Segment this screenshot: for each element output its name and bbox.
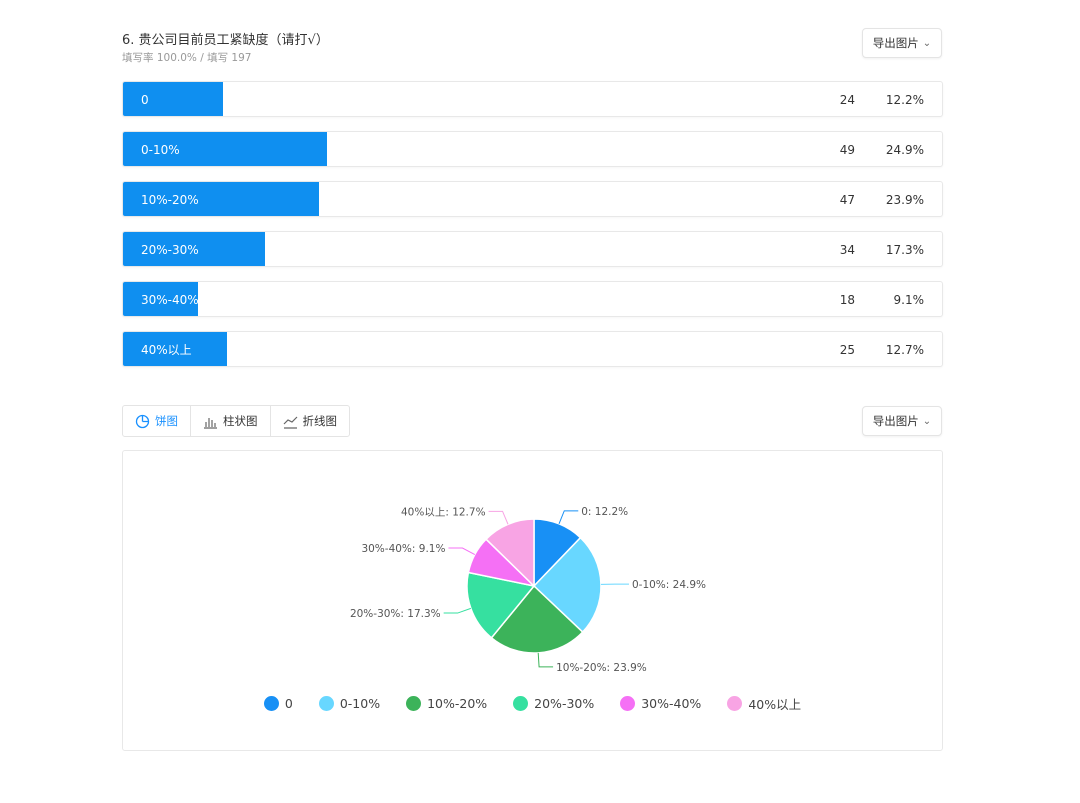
export-image-button-chart[interactable]: 导出图片 ⌄ — [862, 406, 942, 436]
question-title: 6. 贵公司目前员工紧缺度（请打√） — [122, 33, 329, 48]
option-bar-fill — [123, 132, 328, 166]
option-label: 30%-40% — [141, 293, 199, 307]
option-count: 25 — [839, 343, 855, 357]
export-image-button-top[interactable]: 导出图片 ⌄ — [862, 28, 942, 58]
fill-rate-text: 填写率 100.0% / 填写 197 — [122, 52, 252, 64]
legend-label: 30%-40% — [641, 696, 702, 711]
option-count: 47 — [839, 193, 855, 207]
pie-data-label: 30%-40%: 9.1% — [361, 543, 445, 555]
option-percent: 24.9% — [885, 143, 924, 157]
tab-label: 饼图 — [155, 414, 178, 428]
option-percent: 12.2% — [885, 93, 924, 107]
pie-leader-line — [443, 607, 472, 614]
pie-slice[interactable] — [532, 536, 602, 634]
pie-leader-line — [558, 510, 579, 525]
legend-item[interactable]: 10%-20% — [406, 694, 487, 713]
legend-swatch — [513, 696, 529, 711]
legend-label: 0 — [284, 696, 293, 711]
result-bars: 0 24 12.2% 0-10% 49 24.9% 10%-20% 47 23.9% 20%-30… — [122, 81, 943, 381]
pie-leader-line — [448, 547, 476, 556]
pie-leader-line — [488, 510, 509, 525]
tab-bar-chart[interactable]: 柱状图 — [191, 406, 271, 436]
tab-line-chart[interactable]: 折线图 — [271, 406, 350, 436]
pie-slice[interactable] — [466, 571, 536, 639]
option-label: 40%以上 — [141, 343, 192, 357]
legend-item[interactable]: 30%-40% — [620, 694, 701, 713]
legend-swatch — [727, 696, 743, 711]
option-percent: 17.3% — [885, 243, 924, 257]
option-label: 0 — [141, 93, 149, 107]
legend-label: 10%-20% — [427, 696, 488, 711]
option-percent: 9.1% — [893, 293, 925, 307]
pie-data-label: 0: 12.2% — [581, 506, 628, 518]
legend-label: 20%-30% — [534, 696, 595, 711]
pie-slice[interactable] — [490, 584, 584, 654]
option-row: 20%-30% 34 17.3% — [122, 231, 943, 267]
pie-data-label: 40%以上: 12.7% — [401, 506, 486, 518]
pie-chart: 0: 12.2% 0-10%: 24.9% 10%-20%: 23.9% 20%-30… — [350, 506, 706, 674]
legend-swatch — [620, 696, 636, 711]
option-percent: 23.9% — [885, 193, 924, 207]
legend-item[interactable]: 0-10% — [318, 694, 381, 713]
pie-leader-line — [537, 652, 554, 668]
pie-data-label: 20%-30%: 17.3% — [350, 608, 441, 620]
option-bar-fill — [123, 182, 320, 216]
option-label: 10%-20% — [141, 193, 199, 207]
option-percent: 12.7% — [885, 343, 924, 357]
option-count: 24 — [839, 93, 855, 107]
legend-item[interactable]: 40%以上 — [727, 694, 801, 713]
option-row: 30%-40% 18 9.1% — [122, 281, 943, 317]
legend-swatch — [406, 696, 422, 711]
chevron-down-icon: ⌄ — [922, 415, 932, 427]
pie-data-label: 0-10%: 24.9% — [632, 579, 706, 591]
tab-pie-chart[interactable]: 饼图 — [123, 406, 191, 436]
option-count: 49 — [839, 143, 855, 157]
legend-item[interactable]: 20%-30% — [513, 694, 594, 713]
option-row: 0 24 12.2% — [122, 81, 943, 117]
option-row: 40%以上 25 12.7% — [122, 331, 943, 367]
export-button-label: 导出图片 — [872, 414, 919, 428]
pie-data-label: 10%-20%: 23.9% — [556, 662, 647, 674]
option-label: 0-10% — [141, 143, 180, 157]
line-chart-icon — [283, 416, 297, 429]
chevron-down-icon: ⌄ — [922, 37, 932, 49]
legend-swatch — [263, 696, 279, 711]
option-bar-fill — [123, 232, 266, 266]
option-bar-fill — [123, 282, 198, 316]
option-label: 20%-30% — [141, 243, 199, 257]
chart-legend: 0 0-10% 10%-20% 20%-30% 30%-40% 40%以上 — [123, 694, 942, 713]
option-bar-fill — [123, 332, 228, 366]
tab-label: 柱状图 — [223, 414, 258, 428]
option-count: 18 — [839, 293, 855, 307]
bar-chart-icon — [204, 417, 217, 429]
option-row: 10%-20% 47 23.9% — [122, 181, 943, 217]
chart-type-tabs: 饼图 柱状图 折线图 — [122, 405, 350, 437]
legend-swatch — [318, 696, 334, 711]
option-bar-fill — [123, 82, 224, 116]
legend-label: 0-10% — [339, 696, 381, 711]
pie-slice[interactable] — [485, 518, 535, 588]
chart-card: 0: 12.2% 0-10%: 24.9% 10%-20%: 23.9% 20%-30… — [122, 450, 943, 751]
option-row: 0-10% 49 24.9% — [122, 131, 943, 167]
pie-chart-icon — [135, 414, 150, 428]
legend-label: 40%以上 — [748, 697, 802, 712]
legend-item[interactable]: 0 — [263, 694, 293, 713]
tab-label: 折线图 — [302, 414, 338, 428]
export-button-label: 导出图片 — [872, 36, 919, 50]
option-count: 34 — [839, 243, 855, 257]
